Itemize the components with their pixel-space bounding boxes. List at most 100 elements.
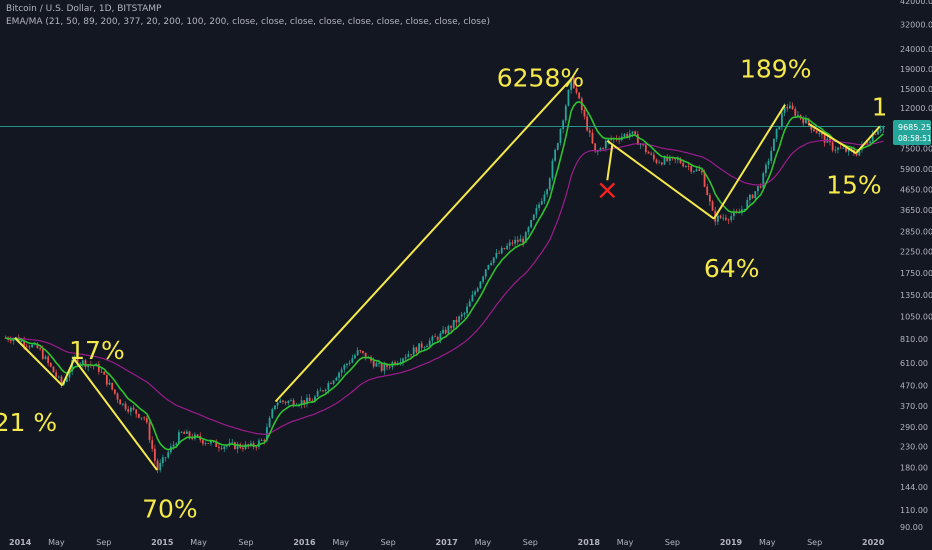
price-tick: 110.00	[900, 506, 928, 515]
candle	[749, 193, 751, 204]
candle	[692, 170, 695, 174]
candle	[578, 91, 581, 100]
price-tick: 15000.00	[900, 85, 932, 94]
candle	[9, 336, 12, 344]
candle	[474, 289, 476, 297]
candle	[786, 103, 789, 112]
candle	[434, 333, 436, 338]
price-tick: 1350.00	[900, 291, 932, 300]
candle	[540, 198, 543, 206]
candle	[586, 113, 589, 132]
time-tick: May	[48, 538, 65, 547]
candle	[490, 260, 492, 267]
candle	[815, 130, 818, 134]
candle	[132, 404, 135, 411]
trend-line	[606, 140, 715, 220]
candle	[290, 398, 292, 402]
candle	[724, 214, 727, 222]
candle	[479, 281, 482, 289]
candle	[668, 154, 671, 166]
candle	[316, 388, 319, 398]
candle	[36, 342, 39, 349]
candle	[754, 191, 757, 200]
candle	[447, 324, 450, 336]
candle	[655, 158, 658, 165]
candle	[143, 416, 146, 421]
candle	[770, 146, 773, 164]
price-tick: 230.00	[900, 443, 928, 452]
candle	[559, 127, 562, 146]
candle	[340, 367, 343, 377]
candle	[188, 430, 191, 440]
candle	[650, 151, 653, 156]
candle	[140, 417, 143, 421]
time-tick: 2016	[293, 538, 316, 547]
candle	[97, 360, 100, 375]
candle	[105, 374, 108, 387]
candle	[684, 165, 687, 168]
candle	[519, 234, 522, 242]
time-axis[interactable]	[0, 532, 932, 550]
candle	[874, 133, 877, 136]
candle	[153, 444, 156, 465]
candle	[103, 371, 106, 375]
price-axis[interactable]	[885, 0, 932, 532]
candle	[137, 413, 140, 419]
candle	[535, 204, 538, 219]
candle	[223, 445, 226, 453]
candle	[647, 150, 650, 154]
candle	[492, 257, 495, 266]
candle	[394, 360, 396, 367]
candle	[658, 159, 661, 164]
candle	[436, 335, 439, 342]
candle	[460, 311, 463, 320]
price-tick: 5900.00	[900, 165, 932, 174]
candle	[567, 89, 570, 107]
candle	[129, 406, 132, 416]
candle	[575, 85, 578, 95]
candle	[279, 398, 282, 403]
candle	[690, 164, 693, 174]
price-tick: 1750.00	[900, 269, 932, 278]
candle	[135, 409, 138, 418]
price-tick: 32000.00	[900, 20, 932, 29]
candle	[583, 106, 586, 120]
candle	[652, 151, 655, 162]
candle	[538, 202, 541, 211]
candle	[773, 138, 775, 151]
price-tick: 7500.00	[900, 144, 932, 153]
candle	[49, 362, 52, 368]
candle	[508, 239, 511, 250]
candle	[410, 354, 412, 358]
candle	[634, 130, 637, 135]
candle	[407, 350, 410, 358]
candle	[324, 388, 327, 394]
candle	[711, 199, 714, 211]
candle	[468, 298, 471, 307]
candle	[426, 343, 428, 348]
price-axis-ticks: 42000.00 32000.00 24000.00 19000.00 15000.00…	[900, 0, 932, 532]
candle	[778, 126, 781, 130]
candle	[871, 130, 874, 143]
candle	[108, 379, 111, 386]
candle	[660, 161, 663, 166]
candle	[148, 418, 151, 444]
red-x-mark	[599, 182, 616, 199]
candle	[156, 458, 159, 474]
candle	[338, 371, 340, 382]
candle	[556, 142, 559, 151]
candle	[628, 129, 631, 140]
candle	[113, 389, 116, 396]
trend-line	[606, 144, 614, 181]
candle	[805, 115, 807, 124]
candle	[487, 264, 490, 271]
candle	[530, 219, 533, 229]
candle	[554, 148, 557, 162]
price-tick: 470.00	[900, 382, 928, 391]
candle	[354, 353, 356, 360]
candle	[52, 366, 55, 373]
candle	[55, 369, 58, 380]
price-tick: 144.00	[900, 483, 928, 492]
candle	[789, 101, 791, 109]
